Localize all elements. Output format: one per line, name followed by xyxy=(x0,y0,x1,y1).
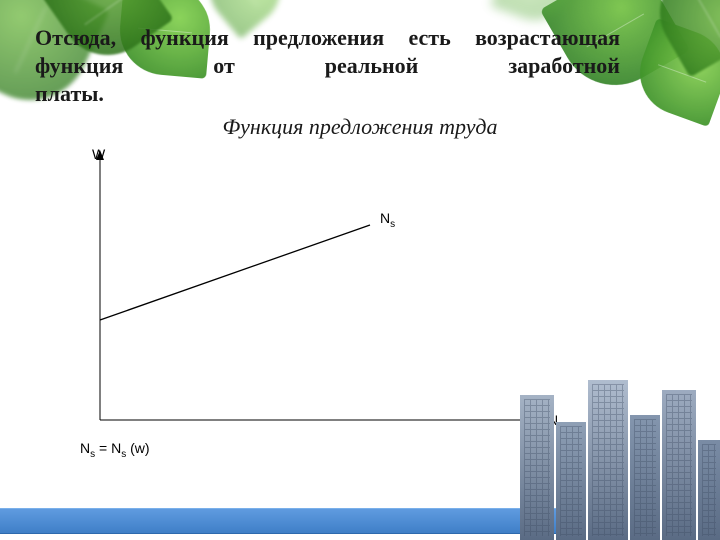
city-decoration xyxy=(520,380,720,540)
chart-svg xyxy=(80,150,560,450)
intro-text: Отсюда, функция предложения есть возраст… xyxy=(35,25,620,78)
building-icon xyxy=(520,395,554,540)
intro-paragraph: Отсюда, функция предложения есть возраст… xyxy=(35,24,620,108)
chart-title: Функция предложения труда xyxy=(0,114,720,140)
series-label: Ns xyxy=(380,210,395,230)
labor-supply-chart: W N Ns Ns = Ns (w) xyxy=(80,150,560,450)
building-icon xyxy=(556,422,586,540)
building-icon xyxy=(662,390,696,540)
equation-label: Ns = Ns (w) xyxy=(80,440,150,460)
slide: Отсюда, функция предложения есть возраст… xyxy=(0,0,720,540)
y-axis-label: W xyxy=(92,146,105,162)
building-icon xyxy=(698,440,720,540)
footer-bar xyxy=(0,508,560,534)
intro-text-last: платы. xyxy=(35,80,620,108)
building-icon xyxy=(588,380,628,540)
building-icon xyxy=(630,415,660,540)
